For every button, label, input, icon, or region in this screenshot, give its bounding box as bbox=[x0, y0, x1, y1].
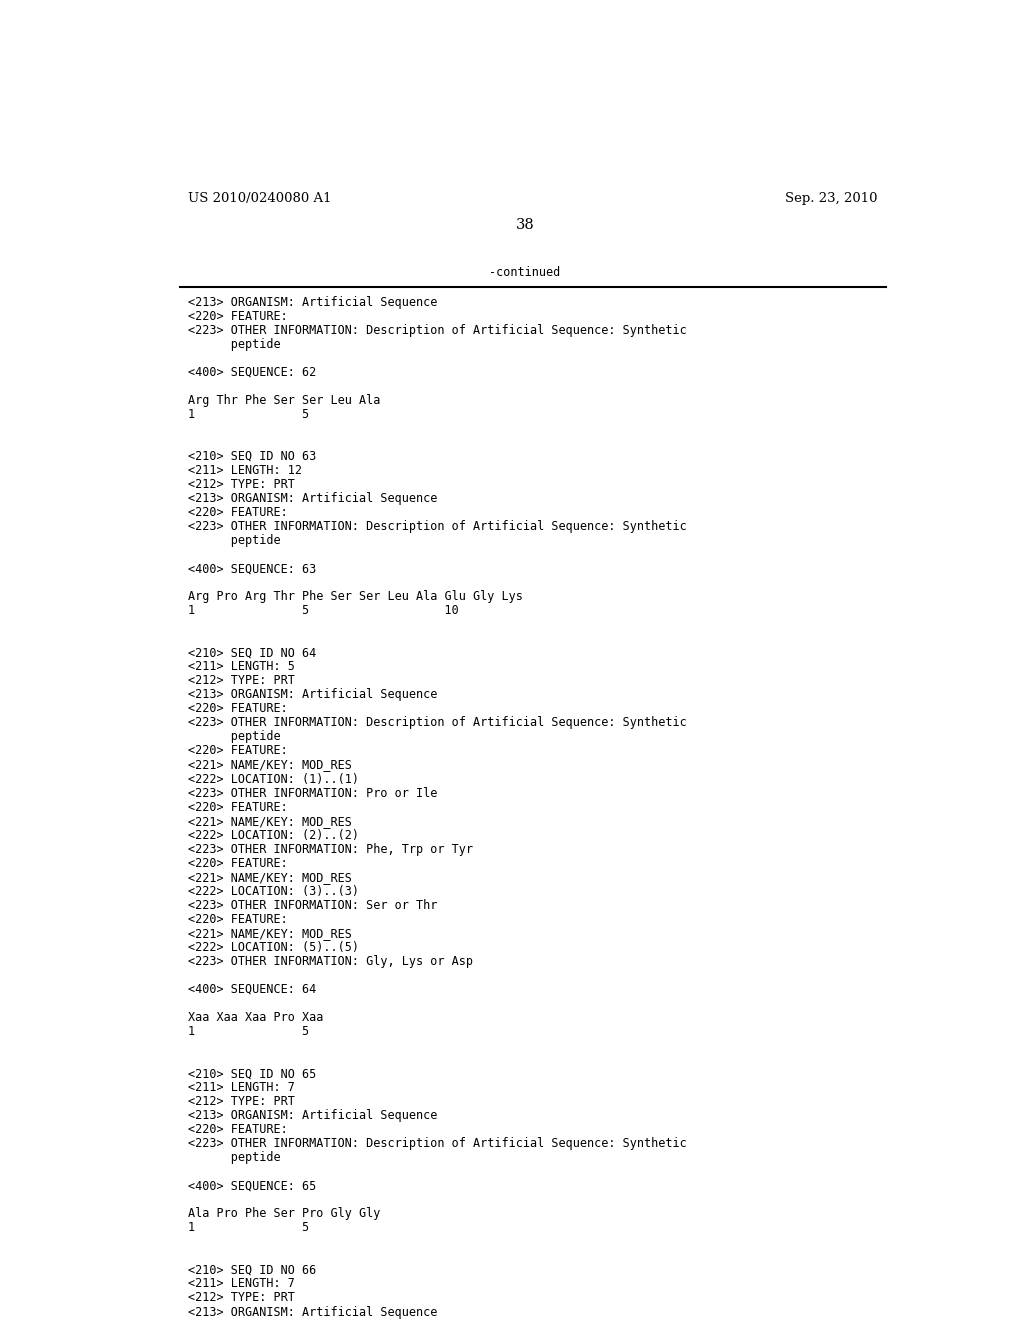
Text: <210> SEQ ID NO 64: <210> SEQ ID NO 64 bbox=[187, 647, 315, 659]
Text: <221> NAME/KEY: MOD_RES: <221> NAME/KEY: MOD_RES bbox=[187, 759, 351, 771]
Text: 1               5                   10: 1 5 10 bbox=[187, 605, 459, 618]
Text: <400> SEQUENCE: 63: <400> SEQUENCE: 63 bbox=[187, 562, 315, 576]
Text: <210> SEQ ID NO 65: <210> SEQ ID NO 65 bbox=[187, 1067, 315, 1080]
Text: Arg Pro Arg Thr Phe Ser Ser Leu Ala Glu Gly Lys: Arg Pro Arg Thr Phe Ser Ser Leu Ala Glu … bbox=[187, 590, 522, 603]
Text: peptide: peptide bbox=[187, 338, 281, 351]
Text: <211> LENGTH: 7: <211> LENGTH: 7 bbox=[187, 1081, 294, 1094]
Text: <213> ORGANISM: Artificial Sequence: <213> ORGANISM: Artificial Sequence bbox=[187, 1305, 437, 1319]
Text: <220> FEATURE:: <220> FEATURE: bbox=[187, 310, 288, 322]
Text: <220> FEATURE:: <220> FEATURE: bbox=[187, 800, 288, 813]
Text: <220> FEATURE:: <220> FEATURE: bbox=[187, 702, 288, 715]
Text: <211> LENGTH: 5: <211> LENGTH: 5 bbox=[187, 660, 294, 673]
Text: <223> OTHER INFORMATION: Gly, Lys or Asp: <223> OTHER INFORMATION: Gly, Lys or Asp bbox=[187, 954, 472, 968]
Text: <213> ORGANISM: Artificial Sequence: <213> ORGANISM: Artificial Sequence bbox=[187, 688, 437, 701]
Text: <222> LOCATION: (2)..(2): <222> LOCATION: (2)..(2) bbox=[187, 829, 358, 842]
Text: <213> ORGANISM: Artificial Sequence: <213> ORGANISM: Artificial Sequence bbox=[187, 1109, 437, 1122]
Text: <220> FEATURE:: <220> FEATURE: bbox=[187, 1123, 288, 1137]
Text: <223> OTHER INFORMATION: Description of Artificial Sequence: Synthetic: <223> OTHER INFORMATION: Description of … bbox=[187, 1138, 686, 1150]
Text: <220> FEATURE:: <220> FEATURE: bbox=[187, 857, 288, 870]
Text: <222> LOCATION: (3)..(3): <222> LOCATION: (3)..(3) bbox=[187, 884, 358, 898]
Text: <211> LENGTH: 12: <211> LENGTH: 12 bbox=[187, 463, 301, 477]
Text: <223> OTHER INFORMATION: Pro or Ile: <223> OTHER INFORMATION: Pro or Ile bbox=[187, 787, 437, 800]
Text: peptide: peptide bbox=[187, 1151, 281, 1164]
Text: Sep. 23, 2010: Sep. 23, 2010 bbox=[785, 191, 878, 205]
Text: Arg Thr Phe Ser Ser Leu Ala: Arg Thr Phe Ser Ser Leu Ala bbox=[187, 393, 380, 407]
Text: <221> NAME/KEY: MOD_RES: <221> NAME/KEY: MOD_RES bbox=[187, 927, 351, 940]
Text: peptide: peptide bbox=[187, 535, 281, 546]
Text: <223> OTHER INFORMATION: Description of Artificial Sequence: Synthetic: <223> OTHER INFORMATION: Description of … bbox=[187, 323, 686, 337]
Text: Ala Pro Phe Ser Pro Gly Gly: Ala Pro Phe Ser Pro Gly Gly bbox=[187, 1208, 380, 1220]
Text: 1               5: 1 5 bbox=[187, 1026, 308, 1038]
Text: <210> SEQ ID NO 66: <210> SEQ ID NO 66 bbox=[187, 1263, 315, 1276]
Text: <213> ORGANISM: Artificial Sequence: <213> ORGANISM: Artificial Sequence bbox=[187, 492, 437, 506]
Text: <220> FEATURE:: <220> FEATURE: bbox=[187, 744, 288, 758]
Text: <213> ORGANISM: Artificial Sequence: <213> ORGANISM: Artificial Sequence bbox=[187, 296, 437, 309]
Text: <212> TYPE: PRT: <212> TYPE: PRT bbox=[187, 478, 294, 491]
Text: <220> FEATURE:: <220> FEATURE: bbox=[187, 912, 288, 925]
Text: <211> LENGTH: 7: <211> LENGTH: 7 bbox=[187, 1278, 294, 1291]
Text: <223> OTHER INFORMATION: Phe, Trp or Tyr: <223> OTHER INFORMATION: Phe, Trp or Tyr bbox=[187, 842, 472, 855]
Text: US 2010/0240080 A1: US 2010/0240080 A1 bbox=[187, 191, 331, 205]
Text: <221> NAME/KEY: MOD_RES: <221> NAME/KEY: MOD_RES bbox=[187, 814, 351, 828]
Text: <212> TYPE: PRT: <212> TYPE: PRT bbox=[187, 675, 294, 688]
Text: <223> OTHER INFORMATION: Ser or Thr: <223> OTHER INFORMATION: Ser or Thr bbox=[187, 899, 437, 912]
Text: <212> TYPE: PRT: <212> TYPE: PRT bbox=[187, 1291, 294, 1304]
Text: <400> SEQUENCE: 64: <400> SEQUENCE: 64 bbox=[187, 983, 315, 995]
Text: <212> TYPE: PRT: <212> TYPE: PRT bbox=[187, 1096, 294, 1107]
Text: Xaa Xaa Xaa Pro Xaa: Xaa Xaa Xaa Pro Xaa bbox=[187, 1011, 323, 1024]
Text: <400> SEQUENCE: 65: <400> SEQUENCE: 65 bbox=[187, 1179, 315, 1192]
Text: <223> OTHER INFORMATION: Description of Artificial Sequence: Synthetic: <223> OTHER INFORMATION: Description of … bbox=[187, 520, 686, 533]
Text: <210> SEQ ID NO 63: <210> SEQ ID NO 63 bbox=[187, 450, 315, 463]
Text: <220> FEATURE:: <220> FEATURE: bbox=[187, 506, 288, 519]
Text: 38: 38 bbox=[515, 218, 535, 232]
Text: <400> SEQUENCE: 62: <400> SEQUENCE: 62 bbox=[187, 366, 315, 379]
Text: <223> OTHER INFORMATION: Description of Artificial Sequence: Synthetic: <223> OTHER INFORMATION: Description of … bbox=[187, 717, 686, 730]
Text: 1               5: 1 5 bbox=[187, 1221, 308, 1234]
Text: peptide: peptide bbox=[187, 730, 281, 743]
Text: 1               5: 1 5 bbox=[187, 408, 308, 421]
Text: -continued: -continued bbox=[489, 267, 560, 279]
Text: <222> LOCATION: (1)..(1): <222> LOCATION: (1)..(1) bbox=[187, 772, 358, 785]
Text: <222> LOCATION: (5)..(5): <222> LOCATION: (5)..(5) bbox=[187, 941, 358, 954]
Text: <221> NAME/KEY: MOD_RES: <221> NAME/KEY: MOD_RES bbox=[187, 871, 351, 883]
